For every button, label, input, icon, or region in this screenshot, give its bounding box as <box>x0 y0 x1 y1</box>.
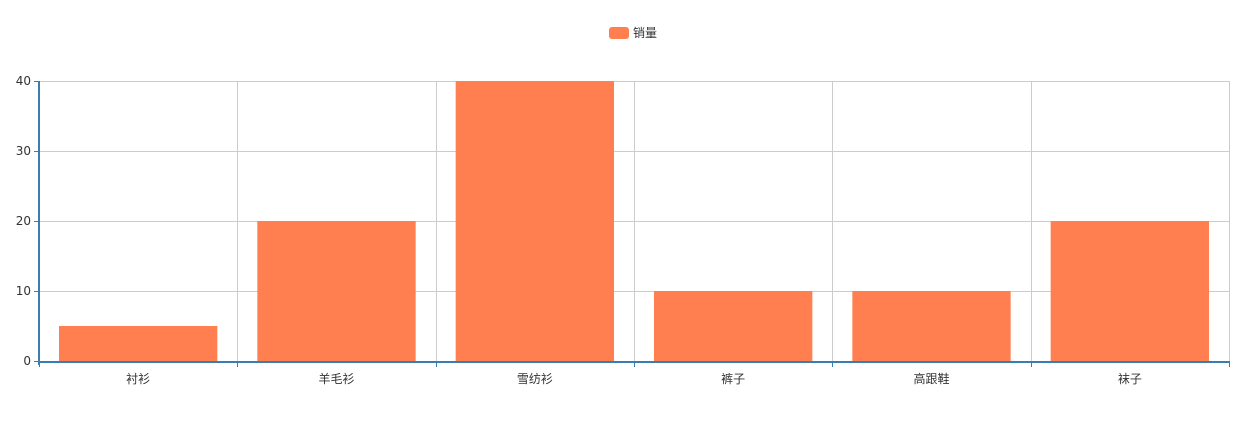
y-tick-label: 10 <box>16 284 31 298</box>
y-tick-label: 20 <box>16 214 31 228</box>
x-tick-label: 羊毛衫 <box>318 371 354 386</box>
legend[interactable]: 销量 <box>609 26 657 40</box>
bar <box>257 221 416 361</box>
x-tick-label: 高跟鞋 <box>913 371 949 386</box>
x-tick-label: 雪纺衫 <box>517 372 553 386</box>
x-tick-label: 衬衫 <box>126 372 150 386</box>
x-tick-label: 袜子 <box>1118 372 1142 386</box>
bar <box>852 291 1011 361</box>
x-tick-label: 裤子 <box>721 372 745 386</box>
legend-label: 销量 <box>633 26 657 40</box>
y-tick-label: 0 <box>23 354 31 368</box>
bars <box>59 81 1209 361</box>
legend-swatch <box>609 27 629 39</box>
y-tick-label: 30 <box>16 144 31 158</box>
bar <box>455 81 614 361</box>
grid <box>39 81 1230 362</box>
axes <box>34 81 1230 367</box>
bar <box>654 291 813 361</box>
bar <box>1050 221 1209 361</box>
bar <box>59 326 218 361</box>
tick-labels: 0 10 20 30 40 衬衫 羊毛衫 雪纺衫 裤子 高跟鞋 袜子 <box>16 74 1142 386</box>
y-tick-label: 40 <box>16 74 31 88</box>
